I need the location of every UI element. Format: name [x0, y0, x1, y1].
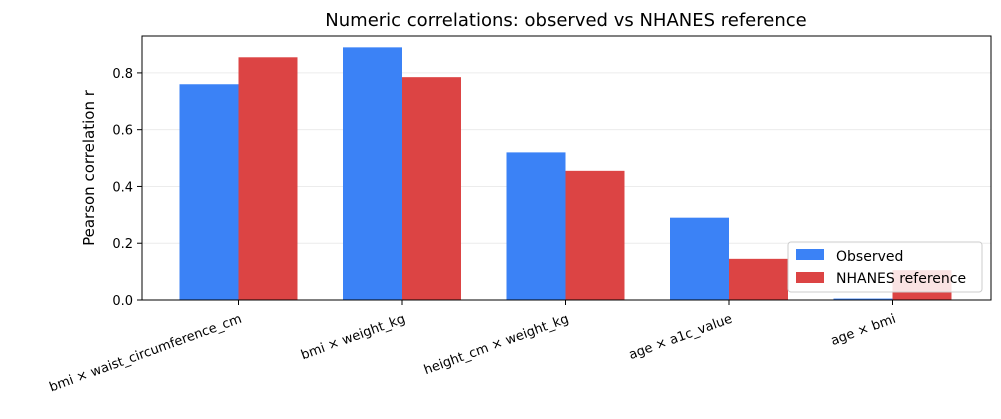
axes — [137, 35, 992, 305]
bar-reference — [729, 258, 788, 300]
y-tick-label: 0.6 — [112, 124, 133, 139]
x-tick-label: age × bmi — [829, 312, 898, 349]
x-tick-label: bmi × weight_kg — [299, 312, 407, 364]
legend-swatch-observed — [796, 249, 824, 260]
plot-frame — [141, 35, 992, 301]
x-tick-label: bmi × waist_circumference_cm — [48, 312, 244, 396]
legend-swatch-reference — [796, 272, 824, 283]
x-tick-label: height_cm × weight_kg — [422, 312, 571, 378]
y-tick-label: 0.4 — [112, 180, 133, 195]
bar-observed — [833, 298, 893, 300]
legend-label-reference: NHANES reference — [836, 271, 966, 287]
bar-observed — [179, 84, 239, 301]
legend-label-observed: Observed — [836, 249, 903, 265]
y-tick-label: 0.2 — [112, 237, 133, 252]
y-tick-label: 0.8 — [112, 67, 133, 82]
bar-reference — [402, 77, 461, 301]
x-tick-label: age × a1c_value — [627, 312, 734, 363]
tick-labels: 0.0 0.2 0.4 0.6 0.8 bmi × waist_circumference… — [48, 67, 898, 395]
bars — [179, 47, 952, 301]
bar-observed — [343, 47, 402, 300]
y-axis-label: Pearson correlation r — [80, 89, 98, 246]
bar-reference — [238, 57, 298, 301]
legend: Observed NHANES reference — [787, 241, 983, 293]
legend-box — [787, 241, 983, 293]
y-tick-label: 0.0 — [112, 294, 133, 309]
bar-reference — [565, 170, 625, 300]
bar-observed — [670, 217, 729, 300]
bar-observed — [506, 152, 566, 300]
chart-title: Numeric correlations: observed vs NHANES… — [325, 10, 806, 31]
